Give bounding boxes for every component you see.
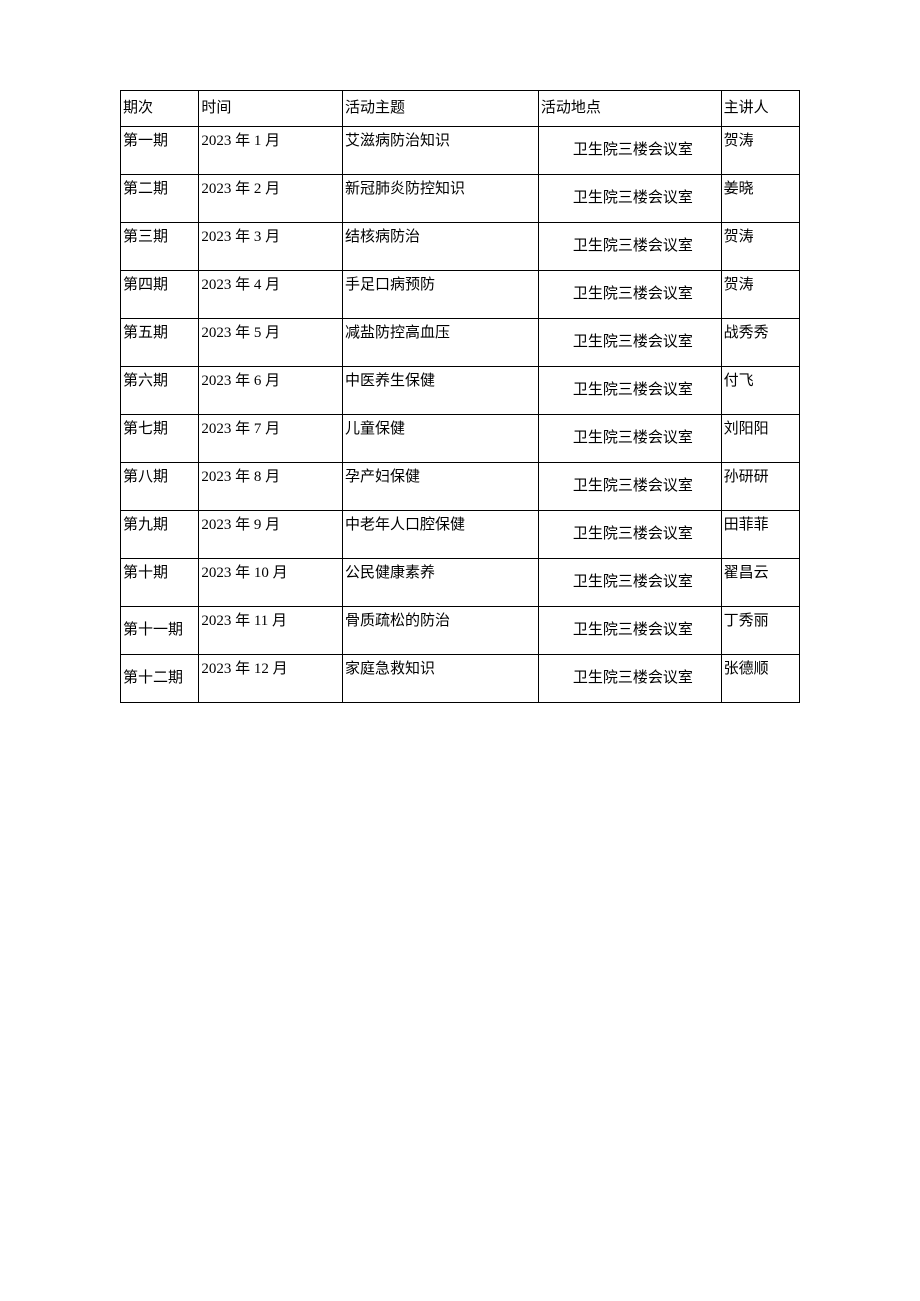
location-text: 卫生院三楼会议室 — [541, 371, 719, 410]
cell-period: 第三期 — [121, 223, 199, 271]
table-row: 第五期 2023 年 5 月 减盐防控高血压 卫生院三楼会议室 战秀秀 — [121, 319, 800, 367]
cell-time: 2023 年 8 月 — [199, 463, 343, 511]
location-text: 卫生院三楼会议室 — [541, 179, 719, 218]
cell-topic: 公民健康素养 — [342, 559, 538, 607]
cell-period: 第八期 — [121, 463, 199, 511]
location-text: 卫生院三楼会议室 — [541, 323, 719, 362]
cell-speaker: 田菲菲 — [721, 511, 799, 559]
cell-time: 2023 年 1 月 — [199, 127, 343, 175]
cell-period: 第五期 — [121, 319, 199, 367]
cell-time: 2023 年 6 月 — [199, 367, 343, 415]
header-location: 活动地点 — [538, 91, 721, 127]
cell-time: 2023 年 10 月 — [199, 559, 343, 607]
cell-time: 2023 年 9 月 — [199, 511, 343, 559]
cell-topic: 新冠肺炎防控知识 — [342, 175, 538, 223]
cell-location: 卫生院三楼会议室 — [538, 319, 721, 367]
cell-topic: 手足口病预防 — [342, 271, 538, 319]
table-row: 第六期 2023 年 6 月 中医养生保健 卫生院三楼会议室 付飞 — [121, 367, 800, 415]
cell-time: 2023 年 3 月 — [199, 223, 343, 271]
location-text: 卫生院三楼会议室 — [541, 419, 719, 458]
cell-period: 第六期 — [121, 367, 199, 415]
table-row: 第十一期 2023 年 11 月 骨质疏松的防治 卫生院三楼会议室 丁秀丽 — [121, 607, 800, 655]
table-row: 第七期 2023 年 7 月 儿童保健 卫生院三楼会议室 刘阳阳 — [121, 415, 800, 463]
cell-topic: 儿童保健 — [342, 415, 538, 463]
table-row: 第三期 2023 年 3 月 结核病防治 卫生院三楼会议室 贺涛 — [121, 223, 800, 271]
cell-speaker: 丁秀丽 — [721, 607, 799, 655]
cell-speaker: 贺涛 — [721, 127, 799, 175]
cell-location: 卫生院三楼会议室 — [538, 175, 721, 223]
cell-time: 2023 年 4 月 — [199, 271, 343, 319]
cell-location: 卫生院三楼会议室 — [538, 223, 721, 271]
table-body: 期次 时间 活动主题 活动地点 主讲人 第一期 2023 年 1 月 艾滋病防治… — [121, 91, 800, 703]
location-text: 卫生院三楼会议室 — [541, 563, 719, 602]
cell-speaker: 孙研研 — [721, 463, 799, 511]
table-row: 第十二期 2023 年 12 月 家庭急救知识 卫生院三楼会议室 张德顺 — [121, 655, 800, 703]
location-text: 卫生院三楼会议室 — [541, 467, 719, 506]
location-text: 卫生院三楼会议室 — [541, 131, 719, 170]
cell-topic: 孕产妇保健 — [342, 463, 538, 511]
cell-location: 卫生院三楼会议室 — [538, 655, 721, 703]
cell-period: 第一期 — [121, 127, 199, 175]
location-text: 卫生院三楼会议室 — [541, 275, 719, 314]
cell-period: 第二期 — [121, 175, 199, 223]
table-row: 第二期 2023 年 2 月 新冠肺炎防控知识 卫生院三楼会议室 姜晓 — [121, 175, 800, 223]
header-period: 期次 — [121, 91, 199, 127]
cell-location: 卫生院三楼会议室 — [538, 511, 721, 559]
header-topic: 活动主题 — [342, 91, 538, 127]
cell-topic: 中医养生保健 — [342, 367, 538, 415]
table-row: 第八期 2023 年 8 月 孕产妇保健 卫生院三楼会议室 孙研研 — [121, 463, 800, 511]
cell-time: 2023 年 7 月 — [199, 415, 343, 463]
cell-time: 2023 年 12 月 — [199, 655, 343, 703]
cell-speaker: 战秀秀 — [721, 319, 799, 367]
cell-speaker: 贺涛 — [721, 271, 799, 319]
location-text: 卫生院三楼会议室 — [541, 611, 719, 650]
cell-speaker: 刘阳阳 — [721, 415, 799, 463]
cell-speaker: 付飞 — [721, 367, 799, 415]
cell-speaker: 贺涛 — [721, 223, 799, 271]
cell-topic: 减盐防控高血压 — [342, 319, 538, 367]
cell-period: 第十期 — [121, 559, 199, 607]
cell-period: 第四期 — [121, 271, 199, 319]
cell-location: 卫生院三楼会议室 — [538, 607, 721, 655]
location-text: 卫生院三楼会议室 — [541, 659, 719, 698]
cell-time: 2023 年 5 月 — [199, 319, 343, 367]
table-row: 第九期 2023 年 9 月 中老年人口腔保健 卫生院三楼会议室 田菲菲 — [121, 511, 800, 559]
cell-time: 2023 年 11 月 — [199, 607, 343, 655]
cell-topic: 结核病防治 — [342, 223, 538, 271]
cell-topic: 骨质疏松的防治 — [342, 607, 538, 655]
header-time: 时间 — [199, 91, 343, 127]
table-row: 第四期 2023 年 4 月 手足口病预防 卫生院三楼会议室 贺涛 — [121, 271, 800, 319]
cell-speaker: 张德顺 — [721, 655, 799, 703]
cell-topic: 艾滋病防治知识 — [342, 127, 538, 175]
cell-location: 卫生院三楼会议室 — [538, 367, 721, 415]
cell-location: 卫生院三楼会议室 — [538, 559, 721, 607]
cell-period: 第十二期 — [121, 655, 199, 703]
cell-speaker: 姜晓 — [721, 175, 799, 223]
header-speaker: 主讲人 — [721, 91, 799, 127]
cell-location: 卫生院三楼会议室 — [538, 127, 721, 175]
cell-location: 卫生院三楼会议室 — [538, 463, 721, 511]
cell-time: 2023 年 2 月 — [199, 175, 343, 223]
cell-period: 第七期 — [121, 415, 199, 463]
cell-speaker: 翟昌云 — [721, 559, 799, 607]
table-header-row: 期次 时间 活动主题 活动地点 主讲人 — [121, 91, 800, 127]
cell-period: 第十一期 — [121, 607, 199, 655]
cell-topic: 家庭急救知识 — [342, 655, 538, 703]
cell-period: 第九期 — [121, 511, 199, 559]
cell-location: 卫生院三楼会议室 — [538, 415, 721, 463]
schedule-table: 期次 时间 活动主题 活动地点 主讲人 第一期 2023 年 1 月 艾滋病防治… — [120, 90, 800, 703]
table-row: 第一期 2023 年 1 月 艾滋病防治知识 卫生院三楼会议室 贺涛 — [121, 127, 800, 175]
table-row: 第十期 2023 年 10 月 公民健康素养 卫生院三楼会议室 翟昌云 — [121, 559, 800, 607]
cell-topic: 中老年人口腔保健 — [342, 511, 538, 559]
location-text: 卫生院三楼会议室 — [541, 227, 719, 266]
location-text: 卫生院三楼会议室 — [541, 515, 719, 554]
cell-location: 卫生院三楼会议室 — [538, 271, 721, 319]
